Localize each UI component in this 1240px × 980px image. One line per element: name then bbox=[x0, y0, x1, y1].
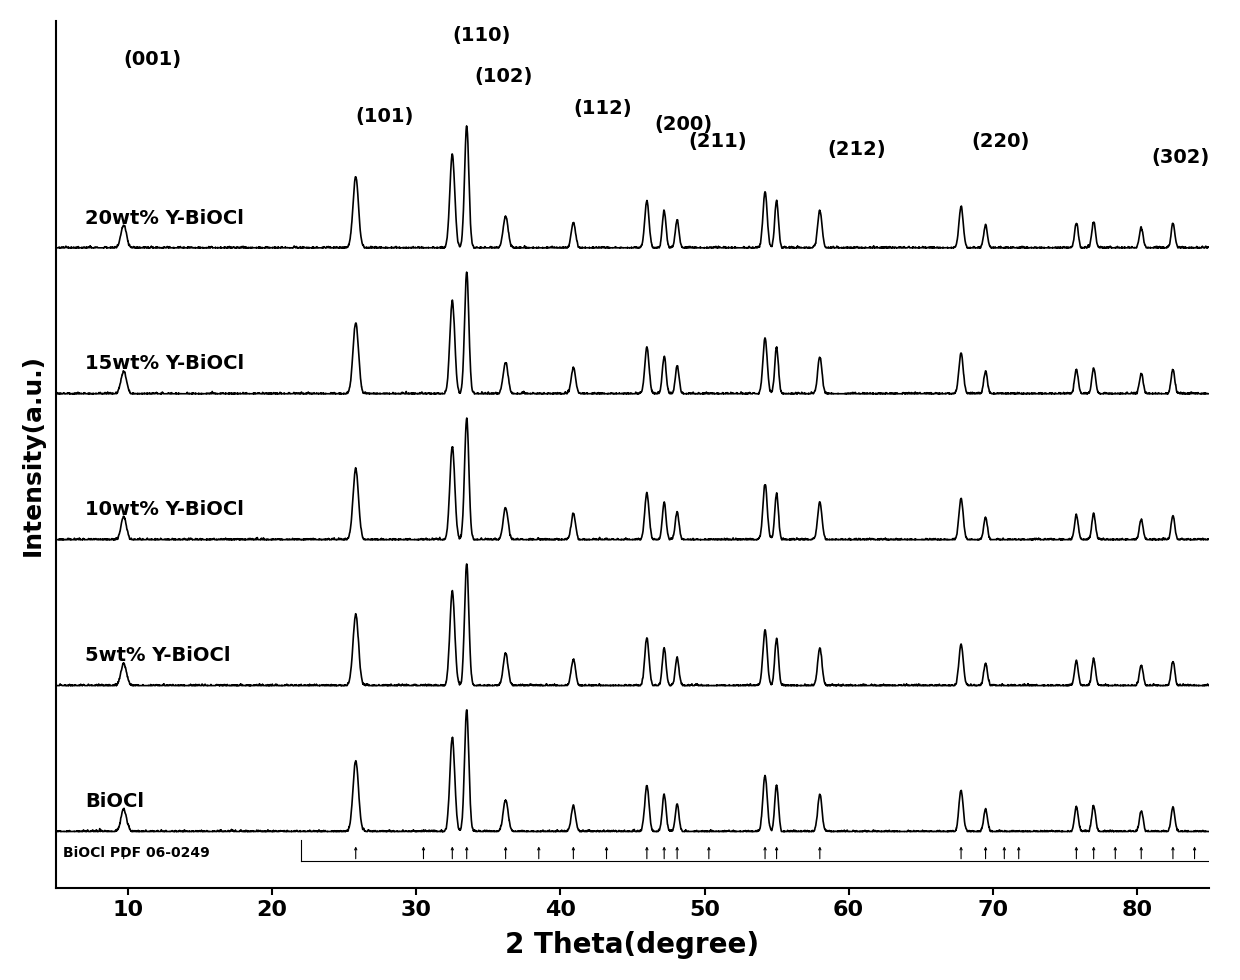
Text: 20wt% Y-BiOCl: 20wt% Y-BiOCl bbox=[84, 209, 243, 227]
Y-axis label: Intensity(a.u.): Intensity(a.u.) bbox=[21, 354, 45, 556]
Text: (302): (302) bbox=[1151, 148, 1209, 167]
X-axis label: 2 Theta(degree): 2 Theta(degree) bbox=[506, 931, 760, 959]
Text: (102): (102) bbox=[474, 67, 532, 85]
Text: (212): (212) bbox=[827, 139, 885, 159]
Text: (001): (001) bbox=[124, 51, 182, 70]
Text: BiOCl: BiOCl bbox=[84, 792, 144, 811]
Text: BiOCl PDF 06-0249: BiOCl PDF 06-0249 bbox=[63, 846, 210, 859]
Text: 10wt% Y-BiOCl: 10wt% Y-BiOCl bbox=[84, 501, 243, 519]
Text: (112): (112) bbox=[573, 99, 632, 119]
Text: (211): (211) bbox=[688, 131, 748, 151]
Text: (101): (101) bbox=[356, 107, 414, 126]
Text: (200): (200) bbox=[653, 116, 712, 134]
Text: (110): (110) bbox=[453, 26, 511, 45]
Text: 5wt% Y-BiOCl: 5wt% Y-BiOCl bbox=[84, 647, 231, 665]
Text: (220): (220) bbox=[971, 131, 1029, 151]
Text: 15wt% Y-BiOCl: 15wt% Y-BiOCl bbox=[84, 355, 244, 373]
